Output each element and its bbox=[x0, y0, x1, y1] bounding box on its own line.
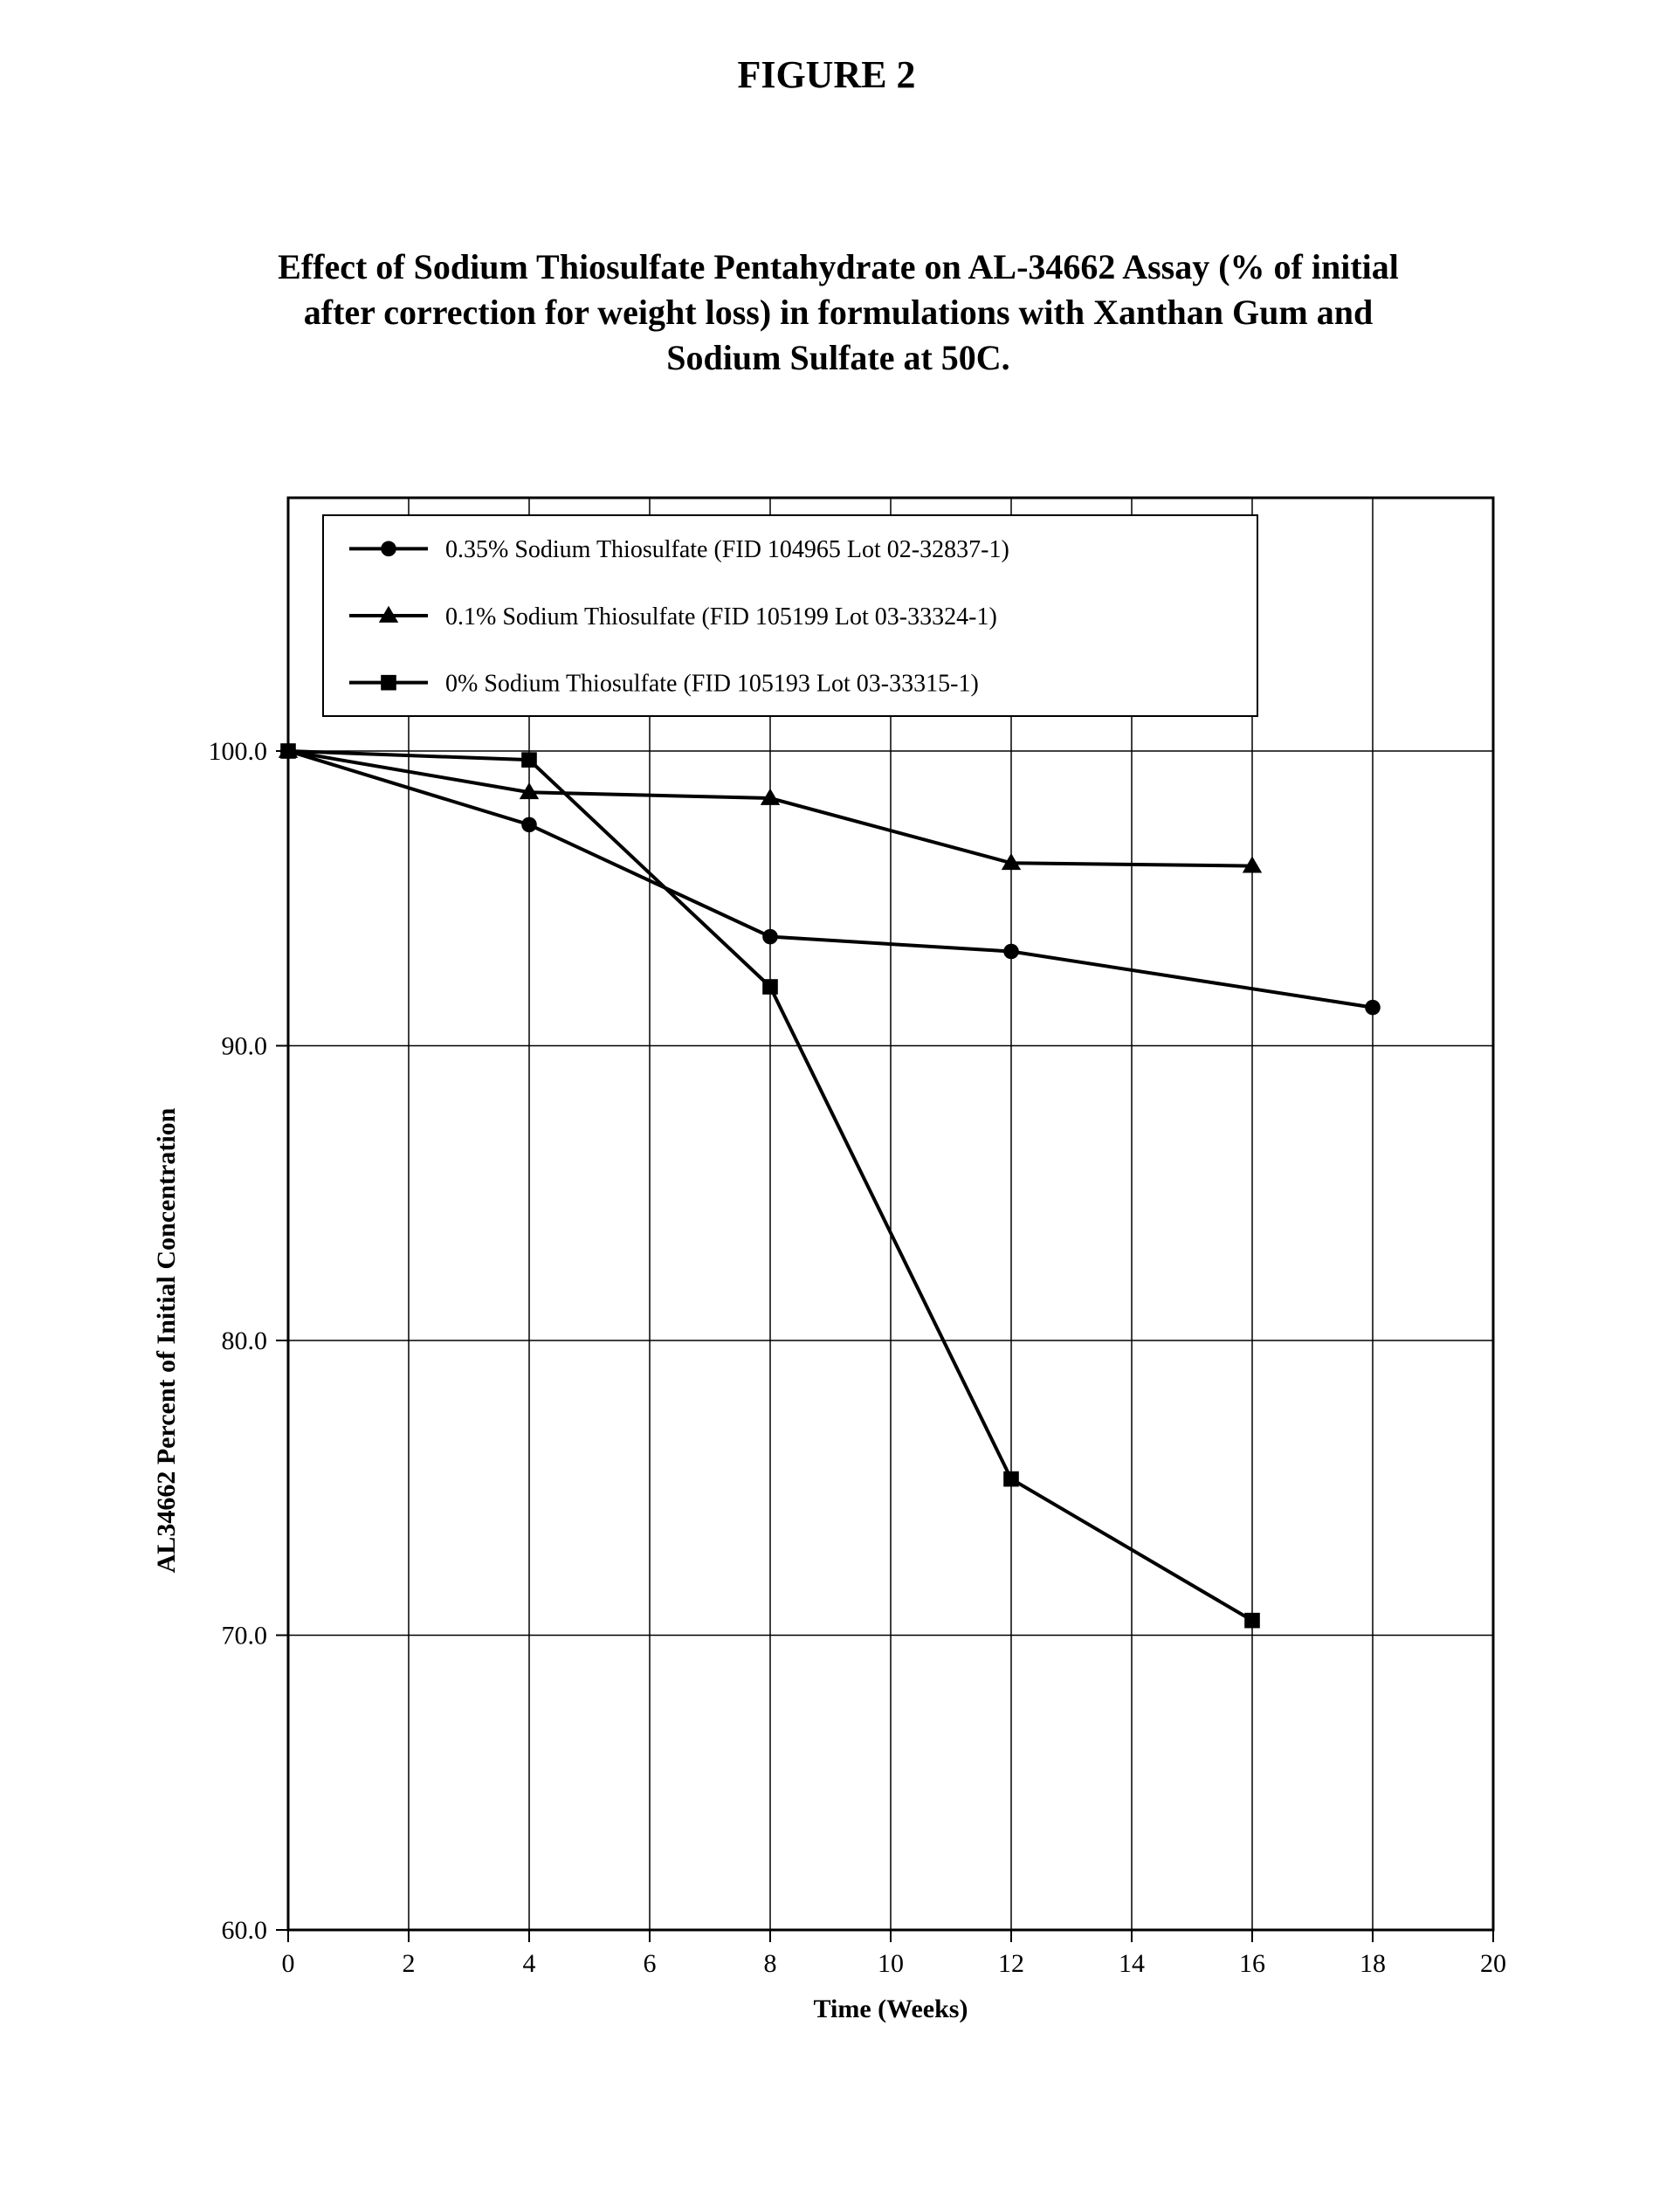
square-marker bbox=[1244, 1613, 1260, 1629]
x-tick-label: 18 bbox=[1360, 1949, 1386, 1978]
x-tick-label: 16 bbox=[1239, 1949, 1265, 1978]
y-tick-label: 80.0 bbox=[222, 1327, 268, 1355]
y-tick-label: 70.0 bbox=[222, 1622, 268, 1650]
square-marker bbox=[762, 979, 778, 995]
x-tick-label: 6 bbox=[644, 1949, 657, 1978]
x-tick-label: 4 bbox=[523, 1949, 536, 1978]
y-tick-label: 60.0 bbox=[222, 1916, 268, 1945]
x-tick-label: 0 bbox=[282, 1949, 295, 1978]
circle-marker bbox=[1003, 944, 1019, 960]
y-axis-label: AL34662 Percent of Initial Concentration bbox=[152, 1107, 181, 1573]
y-tick-label: 100.0 bbox=[209, 737, 268, 766]
figure-number: FIGURE 2 bbox=[0, 52, 1653, 97]
legend-label: 0.35% Sodium Thiosulfate (FID 104965 Lot… bbox=[445, 536, 1009, 563]
x-tick-label: 12 bbox=[998, 1949, 1024, 1978]
chart-title: Effect of Sodium Thiosulfate Pentahydrat… bbox=[245, 245, 1432, 381]
legend-label: 0% Sodium Thiosulfate (FID 105193 Lot 03… bbox=[445, 670, 979, 697]
circle-marker bbox=[1365, 1000, 1381, 1016]
circle-marker bbox=[762, 929, 778, 945]
square-marker bbox=[1003, 1471, 1019, 1487]
square-marker bbox=[280, 743, 296, 759]
chart-container: 0 2 4 6 8 10 12 14 16 18 20 Time (Weeks) 60.0 70.0 80.… bbox=[87, 437, 1572, 2096]
legend-label: 0.1% Sodium Thiosulfate (FID 105199 Lot … bbox=[445, 603, 997, 631]
x-tick-label: 20 bbox=[1480, 1949, 1506, 1978]
circle-marker bbox=[521, 817, 537, 833]
square-marker bbox=[521, 752, 537, 768]
x-tick-label: 2 bbox=[403, 1949, 416, 1978]
square-marker bbox=[381, 675, 396, 691]
x-tick-label: 8 bbox=[764, 1949, 777, 1978]
x-tick-label: 10 bbox=[878, 1949, 904, 1978]
circle-marker bbox=[381, 541, 396, 557]
x-axis-label: Time (Weeks) bbox=[814, 1995, 968, 2023]
x-tick-label: 14 bbox=[1119, 1949, 1145, 1978]
line-chart: 0 2 4 6 8 10 12 14 16 18 20 Time (Weeks) 60.0 70.0 80.… bbox=[87, 437, 1572, 2096]
y-tick-label: 90.0 bbox=[222, 1032, 268, 1061]
